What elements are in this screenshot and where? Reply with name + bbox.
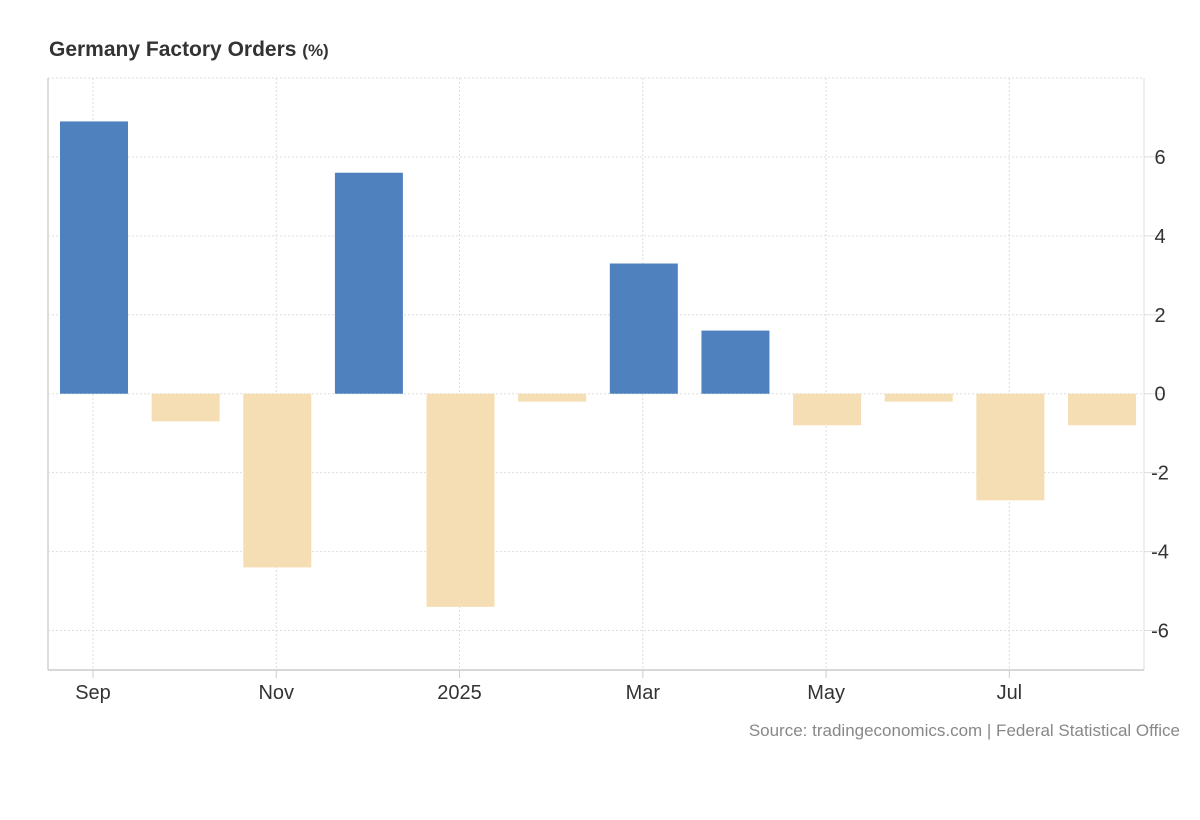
- bar-aug-2025: [1068, 393, 1136, 426]
- y-tick-label: -2: [1151, 463, 1169, 485]
- y-tick-label: -4: [1151, 542, 1169, 564]
- y-tick-label: 4: [1154, 226, 1165, 248]
- chart-unit: (%): [302, 41, 329, 60]
- chart-title: Germany Factory Orders (%): [49, 38, 329, 62]
- y-tick-label: 6: [1154, 147, 1165, 169]
- bar-apr-2025: [701, 330, 770, 394]
- bar-jul-2025: [976, 393, 1045, 501]
- x-tick-label: Nov: [258, 682, 294, 704]
- x-tick-label: Sep: [75, 682, 111, 704]
- y-tick-label: 2: [1154, 305, 1165, 327]
- chart-title-text: Germany Factory Orders: [49, 38, 297, 61]
- x-tick-label: 2025: [437, 682, 482, 704]
- x-tick-label: Jul: [997, 682, 1023, 704]
- y-tick-label: 0: [1154, 384, 1165, 406]
- bar-nov-2024: [243, 393, 312, 568]
- source-text: Source: tradingeconomics.com | Federal S…: [748, 721, 1180, 740]
- bar-jun-2025: [884, 393, 953, 402]
- bar-feb-2025: [518, 393, 587, 402]
- x-tick-label: May: [807, 682, 845, 704]
- y-tick-label: -6: [1151, 621, 1169, 643]
- bar-mar-2025: [609, 263, 678, 394]
- bar-sep-2024: [60, 121, 128, 394]
- bar-dec-2024: [334, 172, 403, 394]
- bar-may-2025: [793, 393, 862, 426]
- bar-jan-2025: [426, 393, 495, 607]
- bar-oct-2024: [151, 393, 220, 422]
- x-tick-label: Mar: [626, 682, 661, 704]
